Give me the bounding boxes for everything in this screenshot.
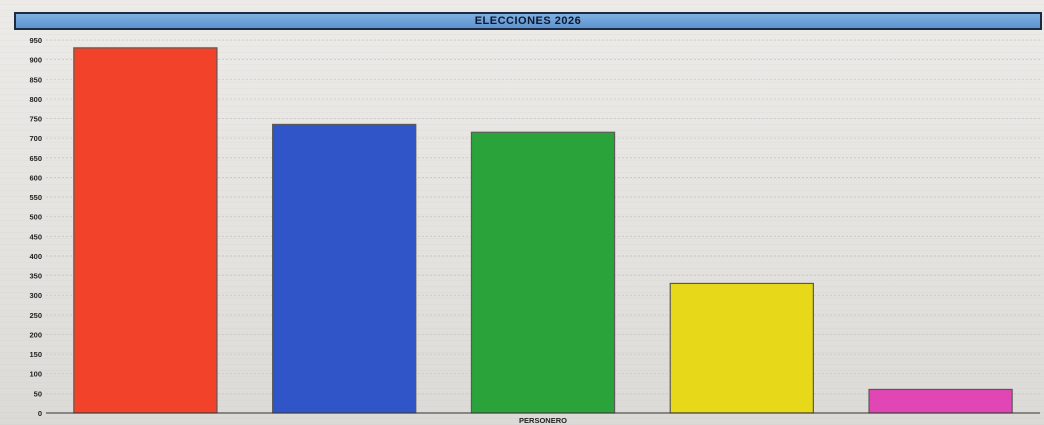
y-tick-label: 750 bbox=[29, 115, 42, 124]
y-tick-label: 850 bbox=[29, 75, 42, 84]
y-tick-label: 900 bbox=[29, 56, 42, 65]
y-axis: 0 50 100 150 200 250 300 350 400 450 500 550 600 650 7… bbox=[29, 36, 42, 418]
y-tick-label: 200 bbox=[29, 330, 42, 339]
y-tick-label: 300 bbox=[29, 291, 42, 300]
bar-1 bbox=[73, 47, 218, 414]
y-tick-label: 950 bbox=[29, 36, 42, 45]
y-tick-label: 450 bbox=[29, 232, 42, 241]
y-tick-label: 600 bbox=[29, 173, 42, 182]
bar-2 bbox=[272, 123, 417, 414]
y-tick-label: 350 bbox=[29, 272, 42, 281]
y-tick-label: 500 bbox=[29, 213, 42, 222]
bar-3 bbox=[470, 131, 616, 414]
y-tick-label: 250 bbox=[29, 311, 42, 320]
chart-title-bar: ELECCIONES 2026 bbox=[14, 12, 1042, 30]
bars bbox=[73, 47, 1013, 414]
y-tick-label: 400 bbox=[29, 252, 42, 261]
x-axis-label: PERSONERO bbox=[519, 416, 567, 425]
y-tick-label: 800 bbox=[29, 95, 42, 104]
bar-5 bbox=[868, 388, 1013, 414]
y-tick-label: 150 bbox=[29, 350, 42, 359]
chart-title: ELECCIONES 2026 bbox=[474, 15, 582, 27]
y-tick-label: 650 bbox=[29, 154, 42, 163]
y-tick-label: 700 bbox=[29, 134, 42, 143]
y-tick-label: 0 bbox=[38, 409, 42, 418]
bar-4 bbox=[669, 282, 814, 414]
y-tick-label: 550 bbox=[29, 193, 42, 202]
y-tick-label: 50 bbox=[34, 389, 42, 398]
y-tick-label: 100 bbox=[29, 370, 42, 379]
